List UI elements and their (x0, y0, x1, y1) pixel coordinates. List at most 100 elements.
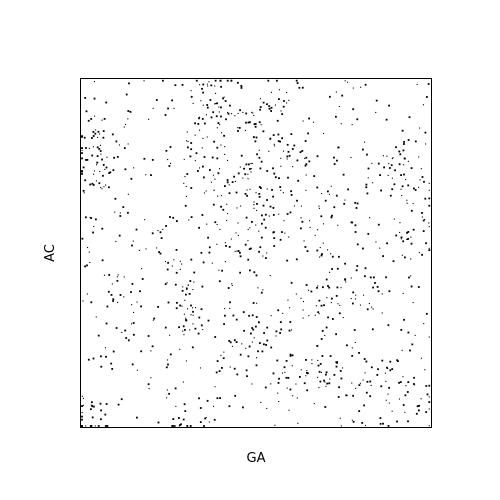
scatter-point (304, 157, 306, 159)
scatter-point (169, 216, 171, 218)
scatter-point (337, 224, 339, 226)
scatter-point (141, 278, 144, 280)
scatter-point (396, 420, 398, 423)
scatter-point (108, 186, 110, 189)
scatter-point (224, 261, 226, 263)
scatter-point (355, 269, 358, 272)
scatter-point (331, 255, 334, 258)
scatter-point (92, 184, 95, 186)
scatter-point (360, 86, 362, 88)
scatter-point (234, 251, 236, 253)
scatter-point (157, 306, 159, 308)
scatter-point (226, 179, 229, 181)
scatter-point (115, 327, 118, 329)
scatter-point (428, 226, 430, 228)
scatter-point (192, 289, 194, 291)
scatter-point (162, 79, 164, 82)
scatter-point (288, 409, 290, 411)
scatter-point (414, 189, 417, 191)
scatter-point (251, 111, 253, 113)
scatter-point (167, 107, 169, 110)
scatter-point (266, 339, 269, 342)
scatter-point (231, 283, 233, 285)
scatter-point (132, 240, 134, 242)
scatter-point (342, 173, 345, 176)
scatter-point (82, 397, 84, 399)
scatter-point (369, 380, 372, 383)
scatter-point (300, 227, 302, 230)
scatter-point (382, 255, 384, 257)
scatter-point (207, 319, 210, 322)
scatter-point (427, 83, 430, 85)
scatter-point (414, 384, 416, 386)
scatter-point (304, 164, 307, 167)
scatter-point (292, 166, 294, 168)
scatter-point (380, 189, 382, 192)
scatter-point (286, 102, 288, 104)
scatter-point (335, 91, 337, 93)
scatter-point (112, 169, 115, 171)
scatter-point (387, 425, 390, 427)
scatter-point (90, 118, 93, 120)
scatter-point (219, 228, 221, 230)
scatter-point (336, 286, 339, 289)
scatter-point (194, 327, 197, 330)
scatter-point (428, 247, 430, 249)
scatter-point (119, 212, 121, 214)
scatter-point (230, 238, 232, 240)
scatter-point (428, 189, 430, 191)
scatter-point (212, 111, 215, 114)
scatter-point (114, 211, 116, 213)
scatter-point (199, 116, 201, 118)
scatter-point (183, 313, 185, 315)
scatter-point (111, 368, 114, 370)
scatter-point (259, 108, 261, 111)
scatter-point (81, 415, 83, 418)
scatter-point (165, 225, 167, 227)
scatter-point (115, 240, 117, 242)
scatter-point (125, 123, 127, 125)
scatter-point (229, 366, 231, 368)
scatter-point (273, 237, 276, 239)
scatter-point (131, 244, 133, 247)
scatter-point (223, 96, 225, 98)
scatter-point (221, 269, 223, 272)
scatter-point (228, 192, 231, 195)
scatter-point (199, 167, 201, 169)
scatter-point (425, 385, 428, 387)
scatter-point (174, 283, 177, 286)
scatter-point (174, 84, 177, 87)
scatter-point (330, 302, 332, 304)
scatter-point (298, 86, 301, 89)
scatter-point (401, 349, 403, 351)
scatter-point (398, 381, 400, 384)
scatter-point (374, 282, 376, 284)
scatter-point (280, 165, 282, 167)
scatter-point (81, 237, 84, 240)
scatter-point (365, 186, 368, 189)
scatter-point (184, 299, 186, 301)
scatter-point (257, 287, 259, 289)
scatter-point (250, 162, 252, 164)
scatter-point (282, 312, 284, 314)
scatter-point (401, 185, 404, 188)
scatter-point (116, 279, 119, 282)
scatter-point (410, 258, 412, 260)
scatter-point (150, 377, 152, 379)
scatter-point (277, 392, 279, 394)
scatter-point (206, 399, 209, 402)
scatter-point (280, 157, 282, 159)
scatter-point (366, 153, 368, 156)
scatter-point (219, 397, 221, 399)
scatter-point (185, 319, 187, 321)
scatter-point (165, 149, 168, 152)
scatter-point (236, 250, 238, 252)
scatter-point (193, 281, 195, 283)
scatter-point (272, 372, 275, 375)
scatter-point (279, 321, 282, 323)
scatter-point (123, 296, 125, 298)
scatter-point (127, 211, 129, 214)
scatter-point (240, 85, 243, 87)
scatter-point (144, 219, 146, 221)
scatter-point (319, 380, 322, 383)
